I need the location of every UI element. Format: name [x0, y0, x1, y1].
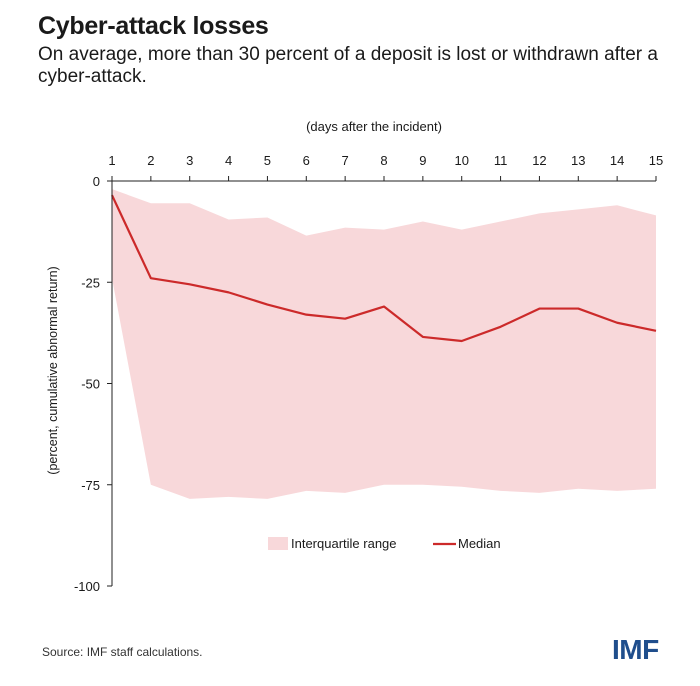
- x-tick-label: 10: [454, 153, 468, 168]
- y-tick-label: -75: [81, 478, 100, 493]
- y-tick-label: -100: [74, 579, 100, 594]
- x-tick-label: 2: [147, 153, 154, 168]
- legend: Interquartile range Median: [268, 536, 501, 551]
- x-tick-label: 11: [494, 153, 508, 168]
- source-note: Source: IMF staff calculations.: [42, 645, 203, 659]
- interquartile-band: [112, 189, 656, 499]
- legend-label-range: Interquartile range: [291, 536, 397, 551]
- chart-title: Cyber-attack losses: [38, 12, 269, 40]
- y-tick-label: -50: [81, 377, 100, 392]
- x-tick-label: 9: [419, 153, 426, 168]
- axis-layer: 1 2 3 4 5 6 7 8 9 10 11 12 13 14 15(days after the inc…: [46, 119, 663, 594]
- x-tick-label: 13: [571, 153, 585, 168]
- x-tick-label: 14: [610, 153, 624, 168]
- line-layer: [111, 194, 657, 343]
- x-tick-label: 7: [342, 153, 349, 168]
- x-tick-label: 6: [303, 153, 310, 168]
- x-tick-label: 12: [532, 153, 546, 168]
- x-axis-title: (days after the incident): [306, 119, 442, 134]
- chart-subtitle: On average, more than 30 percent of a de…: [38, 44, 658, 87]
- band-layer: [112, 189, 656, 499]
- x-tick-label: 5: [264, 153, 271, 168]
- y-axis-title: (percent, cumulative abnormal return): [46, 266, 60, 474]
- x-tick-label: 4: [225, 153, 232, 168]
- legend-swatch-range: [268, 537, 288, 550]
- legend-label-median: Median: [458, 536, 501, 551]
- x-tick-label: 1: [108, 153, 115, 168]
- x-tick-label: 8: [380, 153, 387, 168]
- x-tick-label: 15: [649, 153, 663, 168]
- y-tick-label: -25: [81, 275, 100, 290]
- y-tick-label: 0: [93, 174, 100, 189]
- imf-logo: IMF: [612, 634, 659, 665]
- x-tick-label: 3: [186, 153, 193, 168]
